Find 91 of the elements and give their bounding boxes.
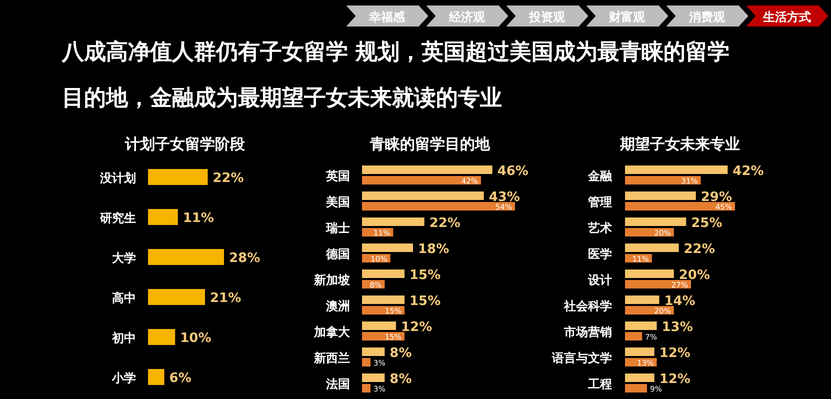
bar xyxy=(362,384,370,392)
data-label: 22% xyxy=(212,171,244,186)
y-tick-label: 工程 xyxy=(587,377,612,391)
y-tick-label: 医学 xyxy=(588,247,612,261)
bar xyxy=(625,296,660,304)
data-label: 15% xyxy=(410,268,441,283)
text: 幸福感 xyxy=(368,10,406,24)
data-label: 11% xyxy=(182,211,214,226)
bar xyxy=(148,369,164,385)
bar xyxy=(362,358,370,366)
bar xyxy=(148,249,224,265)
bar xyxy=(625,280,691,288)
chart-title: 计划子女留学阶段 xyxy=(124,135,246,153)
data-label: 22% xyxy=(429,216,460,231)
y-tick-label: 澳洲 xyxy=(325,299,350,313)
data-label: 42% xyxy=(732,164,764,179)
bar xyxy=(362,176,481,184)
y-tick-label: 语言与文学 xyxy=(551,351,612,365)
text: 生活方式 xyxy=(762,10,811,24)
chart-title: 青睐的留学目的地 xyxy=(369,135,491,153)
bar xyxy=(148,169,208,185)
chart-title: 期望子女未来专业 xyxy=(619,135,740,153)
y-tick-label: 高中 xyxy=(112,291,136,305)
y-tick-label: 新加坡 xyxy=(313,273,351,287)
data-label: 22% xyxy=(684,242,715,257)
bar xyxy=(362,374,385,382)
y-tick-label: 德国 xyxy=(325,247,350,261)
bar xyxy=(362,270,404,278)
bar xyxy=(362,296,404,304)
y-tick-label: 市场营销 xyxy=(563,325,612,339)
bar xyxy=(625,374,654,382)
bar xyxy=(625,348,654,356)
bar xyxy=(148,209,178,225)
y-tick-label: 小学 xyxy=(111,371,136,385)
y-tick-label: 大学 xyxy=(112,251,136,265)
y-tick-label: 管理 xyxy=(587,195,612,209)
y-tick-label: 初中 xyxy=(111,331,136,345)
text: 消费观 xyxy=(688,10,726,24)
data-label: 15% xyxy=(410,294,441,309)
data-label: 12% xyxy=(401,320,432,335)
bar xyxy=(625,202,735,210)
data-label: 13% xyxy=(662,320,693,335)
bar xyxy=(625,332,642,340)
text: 八成高净值人群仍有子女留学 规划，英国超过美国成为最青睐的留学目的地，金融成为最期望子女未来就读的专业 xyxy=(62,38,731,113)
data-label: 12% xyxy=(659,372,690,387)
data-label: 14% xyxy=(664,294,696,309)
y-tick-label: 加拿大 xyxy=(313,325,351,339)
bar xyxy=(625,218,686,226)
data-label: 28% xyxy=(229,251,260,266)
bar xyxy=(362,322,396,330)
bar xyxy=(148,289,205,305)
y-tick-label: 新西兰 xyxy=(313,351,350,365)
data-label: 8% xyxy=(390,372,412,387)
text: 经济观 xyxy=(448,10,486,24)
data-label: 12% xyxy=(659,346,690,361)
bar xyxy=(625,270,674,278)
data-label: 21% xyxy=(210,291,242,306)
y-tick-label: 法国 xyxy=(325,377,350,391)
data-label: 10% xyxy=(180,331,212,346)
y-tick-label: 美国 xyxy=(325,195,350,209)
bar xyxy=(625,244,679,252)
bar xyxy=(148,329,176,345)
bar xyxy=(362,202,515,210)
y-tick-label: 研究生 xyxy=(99,211,136,225)
data-label: 8% xyxy=(390,346,412,361)
data-label: 20% xyxy=(678,268,710,283)
bar xyxy=(625,176,701,184)
y-tick-label: 金融 xyxy=(587,169,613,183)
y-tick-label: 英国 xyxy=(325,169,350,183)
y-tick-label: 社会科学 xyxy=(563,299,612,313)
y-tick-label: 设计 xyxy=(587,273,612,287)
data-label: 46% xyxy=(497,164,528,179)
data-label: 29% xyxy=(700,190,732,205)
bar xyxy=(625,166,728,174)
y-tick-label: 没计划 xyxy=(99,171,136,185)
bar xyxy=(362,244,413,252)
data-label: 6% xyxy=(169,371,192,386)
bar xyxy=(362,192,484,200)
data-label: 43% xyxy=(488,190,520,205)
bar xyxy=(625,384,647,392)
text: 财富观 xyxy=(608,10,646,24)
bar xyxy=(625,192,696,200)
bar xyxy=(362,218,424,226)
bar xyxy=(362,166,492,174)
bar xyxy=(362,348,385,356)
y-tick-label: 艺术 xyxy=(587,221,612,235)
data-label: 18% xyxy=(418,242,450,257)
y-tick-label: 瑞士 xyxy=(325,221,350,235)
text: 投资观 xyxy=(528,10,566,24)
data-label: 25% xyxy=(691,216,722,231)
bar xyxy=(625,322,657,330)
